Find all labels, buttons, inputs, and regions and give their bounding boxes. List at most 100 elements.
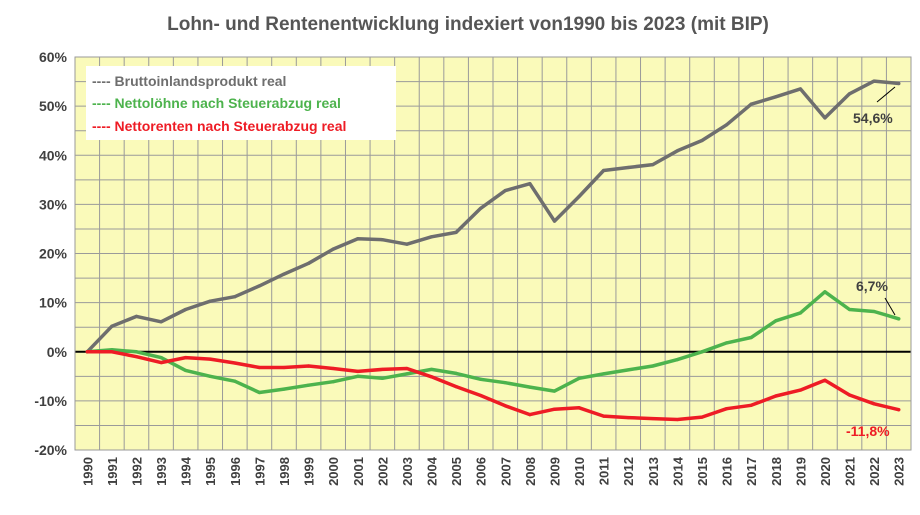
end-label-renten: -11,8% [846, 423, 890, 439]
data-point [159, 360, 163, 365]
data-point [184, 368, 188, 373]
label-leader-bip [876, 86, 896, 103]
data-point [233, 379, 237, 383]
label-leader-loehne [884, 297, 896, 316]
chart-title: Lohn- und Rentenentwicklung indexiert vo… [167, 14, 769, 35]
x-tick-label: 2021 [843, 457, 858, 486]
data-point [282, 365, 286, 370]
x-tick-label: 2007 [498, 457, 513, 486]
x-tick-label: 2012 [621, 457, 636, 486]
data-point [798, 311, 802, 315]
x-tick-label: 2005 [449, 457, 464, 486]
end-value-labels: 54,6% 6,7% -11,8% [846, 86, 896, 439]
data-point [749, 403, 753, 407]
data-point [724, 123, 729, 127]
data-point [479, 206, 483, 210]
data-point [651, 364, 655, 368]
x-tick-label: 2011 [597, 457, 612, 485]
data-point [700, 138, 704, 143]
x-tick-label: 2015 [695, 457, 710, 486]
data-point [897, 408, 901, 412]
data-point [675, 417, 680, 422]
legend-entry-bip: ---- Bruttoinlandsprodukt real [92, 73, 286, 89]
data-point [380, 376, 384, 380]
data-point [847, 393, 852, 397]
data-point [134, 314, 139, 318]
data-point [257, 365, 262, 370]
data-point [233, 361, 237, 365]
data-point [626, 415, 630, 420]
data-point [577, 194, 581, 199]
y-tick-label: -20% [34, 442, 67, 458]
data-point [356, 374, 360, 378]
data-point [454, 230, 458, 234]
data-point [872, 79, 876, 83]
x-tick-label: 2009 [547, 457, 562, 486]
x-tick-label: 2002 [375, 457, 390, 486]
x-tick-label: 2014 [670, 456, 685, 486]
data-point [429, 235, 434, 239]
data-point [356, 369, 360, 373]
x-tick-label: 2016 [720, 457, 735, 486]
data-point [626, 165, 630, 170]
data-point [897, 317, 901, 321]
data-point [528, 385, 532, 389]
legend: ---- Bruttoinlandsprodukt real ---- Nett… [86, 66, 396, 140]
x-tick-label: 2004 [425, 456, 440, 486]
x-tick-label: 2000 [326, 457, 341, 486]
data-point [847, 92, 852, 96]
data-point [356, 237, 360, 241]
data-point [872, 309, 876, 314]
series-line-bip [85, 79, 901, 354]
x-tick-label: 2020 [818, 457, 833, 486]
data-point [85, 350, 89, 354]
series-lines [85, 79, 901, 422]
data-point [749, 335, 753, 340]
x-tick-label: 1996 [228, 457, 243, 486]
data-point [306, 261, 311, 265]
data-point [405, 242, 409, 246]
data-point [159, 320, 163, 324]
y-tick-label: 60% [39, 49, 68, 65]
data-point [651, 162, 655, 167]
data-point [577, 376, 581, 380]
data-point [798, 388, 802, 392]
data-point [552, 219, 557, 223]
x-tick-label: 2017 [744, 457, 759, 486]
x-tick-label: 1991 [105, 457, 120, 486]
data-point [897, 81, 901, 86]
y-tick-label: 20% [39, 246, 68, 262]
y-tick-label: 0% [47, 344, 68, 360]
data-point [429, 367, 434, 372]
data-point [134, 350, 139, 354]
legend-entry-nettorenten: ---- Nettorenten nach Steuerabzug real [92, 118, 346, 134]
end-label-loehne: 6,7% [856, 278, 888, 294]
data-point [675, 358, 680, 362]
data-point [823, 378, 827, 382]
data-point [503, 381, 507, 385]
x-tick-label: 2019 [793, 457, 808, 486]
legend-box [86, 66, 396, 140]
data-point [602, 372, 606, 376]
x-tick-label: 1997 [252, 457, 267, 486]
x-tick-label: 1990 [80, 457, 95, 486]
x-tick-label: 1994 [179, 456, 194, 486]
data-point [528, 182, 532, 186]
data-point [700, 415, 704, 419]
y-tick-label: 30% [39, 196, 68, 212]
x-tick-label: 2023 [892, 457, 907, 486]
data-point [110, 350, 114, 354]
data-point [798, 87, 802, 91]
data-point [626, 368, 630, 372]
data-point [257, 284, 262, 288]
data-point [552, 389, 557, 393]
y-tick-label: 40% [39, 147, 68, 163]
x-tick-label: 1993 [154, 457, 169, 486]
y-tick-label: 10% [39, 295, 68, 311]
data-point [774, 319, 778, 323]
x-tick-label: 2001 [351, 457, 366, 486]
data-point [724, 407, 729, 411]
data-point [282, 387, 286, 391]
data-point [380, 238, 384, 242]
